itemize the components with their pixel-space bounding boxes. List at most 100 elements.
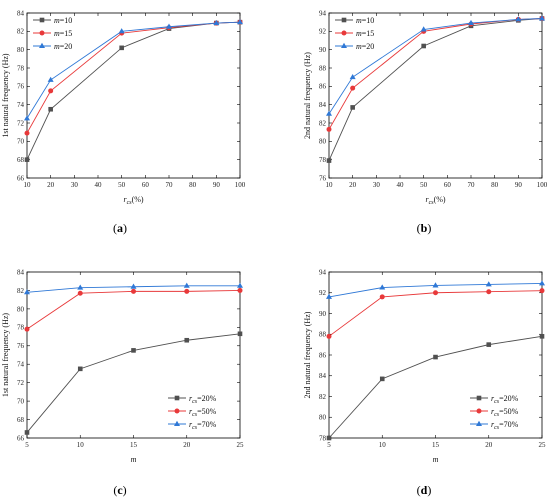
y-tick-label: 78: [17, 64, 25, 72]
y-tick-label: 82: [17, 287, 25, 295]
caption-paren-open: (: [113, 221, 117, 235]
y-tick-label: 84: [319, 372, 327, 380]
legend-label-value: =20%: [197, 394, 217, 403]
data-point: [24, 430, 30, 435]
legend-label-var: r: [491, 407, 495, 416]
panel-caption: (a): [113, 221, 127, 235]
legend-marker: [174, 395, 180, 401]
legend-label-var: r: [189, 420, 193, 429]
legend-label-subscript: cs: [494, 399, 500, 405]
x-tick-label: 40: [397, 181, 405, 189]
legend-label: rcs=70%: [491, 420, 519, 431]
legend-label-subscript: cs: [192, 425, 198, 431]
data-point: [131, 348, 136, 353]
plot-frame: [328, 12, 543, 179]
y-tick-label: 82: [17, 28, 25, 36]
y-tick-label: 74: [17, 101, 25, 109]
x-tick-label: 50: [420, 181, 428, 189]
y-tick-label: 92: [319, 289, 327, 297]
legend-label-var: m: [356, 42, 362, 51]
data-point: [184, 337, 190, 343]
caption-paren-close: ): [427, 483, 431, 497]
y-tick-label: 78: [17, 324, 25, 332]
legend-label-subscript: cs: [494, 425, 500, 431]
x-tick-label: 20: [47, 181, 55, 189]
y-axis-label: 2nd natural frequency (Hz): [303, 52, 312, 139]
y-tick-label: 90: [319, 46, 327, 54]
x-tick-label: 30: [71, 181, 79, 189]
x-tick-label: 25: [237, 441, 245, 449]
x-axis-label: rcs(%): [425, 195, 445, 206]
y-tick-label: 66: [17, 434, 25, 442]
data-point: [432, 282, 439, 288]
data-point: [24, 289, 30, 295]
x-tick-label: 90: [515, 181, 523, 189]
data-point: [183, 282, 190, 288]
legend-label-var: m: [356, 16, 362, 25]
y-tick-label: 86: [319, 351, 327, 359]
x-axis-label-sub: cs: [127, 200, 133, 206]
panel-caption: (d): [417, 483, 432, 497]
y-tick-label: 88: [319, 331, 327, 339]
data-point: [213, 19, 220, 26]
x-tick-label: 70: [166, 181, 174, 189]
x-tick-label: 90: [213, 181, 221, 189]
y-axis-label: 1st natural frequency (Hz): [1, 53, 10, 138]
x-tick-label: 60: [142, 181, 150, 189]
legend-label: rcs=20%: [491, 394, 519, 405]
y-tick-label: 80: [17, 305, 25, 313]
x-axis-label-sub: cs: [429, 200, 435, 206]
x-tick-label: 100: [235, 181, 246, 189]
series-line-2: [26, 21, 241, 134]
y-tick-label: 78: [319, 434, 327, 442]
y-tick-label: 84: [17, 9, 25, 17]
x-tick-label: 10: [77, 441, 85, 449]
y-tick-label: 94: [319, 9, 327, 17]
legend-marker: [476, 395, 482, 401]
x-tick-label: 40: [95, 181, 103, 189]
legend-label-value: =15: [362, 29, 375, 38]
chart-panel-b: 10 20 30 40 50 60 70 80 90 100 76 78 80 82 84 86 88 90 92 9…: [303, 9, 548, 235]
data-point: [77, 284, 84, 290]
series-line-2: [328, 290, 543, 337]
series-line-1: [328, 18, 543, 161]
x-tick-label: 80: [491, 181, 499, 189]
series-line-3: [26, 21, 241, 119]
y-axis-label: 1st natural frequency (Hz): [1, 313, 10, 398]
x-tick-label: 20: [349, 181, 357, 189]
legend-label-var: r: [189, 407, 193, 416]
data-point: [350, 105, 355, 110]
data-point: [237, 331, 243, 337]
legend-label-value: =70%: [499, 420, 519, 429]
legend-marker: [39, 30, 45, 36]
data-point: [24, 130, 30, 136]
x-tick-label: 50: [118, 181, 126, 189]
caption-letter: b: [421, 221, 428, 235]
legend-marker: [39, 42, 45, 48]
data-point: [24, 157, 30, 162]
y-tick-label: 80: [319, 414, 327, 422]
data-point: [166, 23, 172, 29]
caption-paren-open: (: [417, 483, 421, 497]
x-tick-label: 10: [379, 441, 387, 449]
data-point: [539, 288, 545, 294]
caption-paren-open: (: [113, 483, 117, 497]
caption-paren-close: ): [427, 221, 431, 235]
x-axis-label-unit: (%): [434, 195, 446, 204]
data-point: [379, 284, 386, 290]
data-point: [47, 76, 54, 82]
y-tick-label: 92: [319, 28, 327, 36]
x-tick-label: 25: [539, 441, 547, 449]
y-tick-label: 70: [17, 138, 25, 146]
x-axis-label-var: m: [433, 455, 439, 464]
legend-marker: [341, 17, 347, 23]
legend-marker: [174, 408, 180, 414]
legend-label-value: =10: [60, 16, 73, 25]
y-tick-label: 84: [319, 101, 327, 109]
legend-label-var: m: [54, 42, 60, 51]
data-point: [237, 18, 243, 25]
y-tick-label: 76: [17, 342, 25, 350]
data-point: [237, 287, 243, 293]
data-point: [77, 290, 83, 296]
legend-label-value: =50%: [499, 407, 519, 416]
